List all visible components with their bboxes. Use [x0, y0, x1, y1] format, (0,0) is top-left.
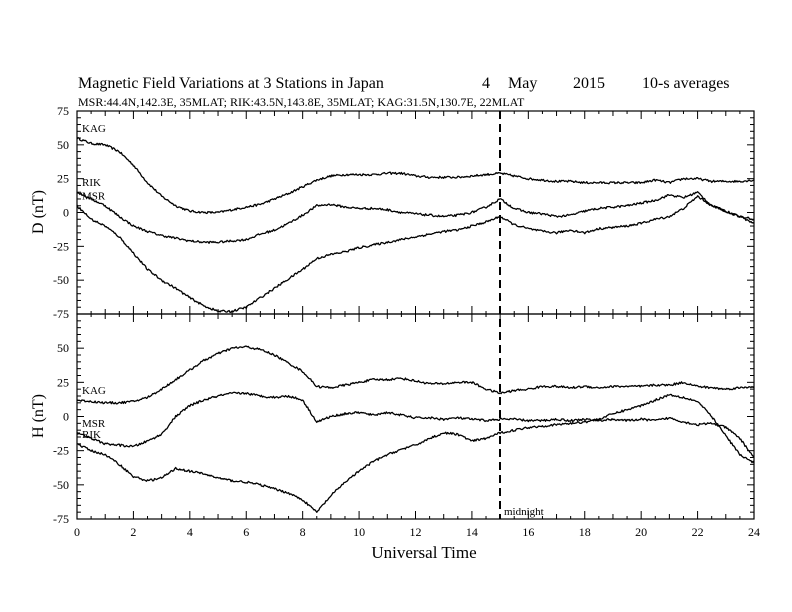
date-year: 2015 — [573, 75, 605, 92]
date-month: May — [508, 75, 537, 92]
series-label-kag: KAG — [82, 123, 106, 135]
series-line-kag — [76, 345, 755, 405]
panel-d-frame — [76, 110, 755, 315]
y-tick-label: -50 — [53, 273, 69, 287]
x-tick-label: 10 — [353, 525, 365, 539]
averaging-label: 10-s averages — [642, 75, 730, 92]
x-axis-label: Universal Time — [371, 543, 476, 562]
series-label-msr: MSR — [82, 191, 106, 203]
x-tick-label: 16 — [522, 525, 534, 539]
series-line-rik — [76, 393, 755, 513]
date-day: 4 — [482, 75, 490, 92]
y-tick-label: 0 — [63, 410, 69, 424]
y-tick-label: -25 — [53, 444, 69, 458]
x-tick-label: 20 — [635, 525, 647, 539]
x-tick-label: 4 — [187, 525, 193, 539]
panel-d-ylabel: D (nT) — [30, 190, 47, 234]
series-line-msr — [76, 391, 755, 458]
series-label-rik: RIK — [82, 177, 101, 189]
x-tick-label: 6 — [243, 525, 249, 539]
y-tick-label: -50 — [53, 478, 69, 492]
x-tick-label: 24 — [748, 525, 760, 539]
x-tick-label: 2 — [130, 525, 136, 539]
stations-line: MSR:44.4N,142.3E, 35MLAT; RIK:43.5N,143.… — [78, 95, 525, 109]
panel-h-ylabel: H (nT) — [30, 394, 47, 438]
x-tick-label: 22 — [692, 525, 704, 539]
series-line-rik — [76, 191, 755, 244]
x-tick-label: 14 — [466, 525, 478, 539]
y-tick-label: 25 — [57, 172, 69, 186]
series-line-kag — [76, 137, 755, 215]
y-tick-label: -25 — [53, 239, 69, 253]
y-tick-label: 50 — [57, 341, 69, 355]
series-label-rik: RIK — [82, 429, 101, 441]
y-tick-label: 75 — [57, 104, 69, 118]
y-tick-label: -75 — [53, 512, 69, 526]
x-tick-label: 8 — [300, 525, 306, 539]
y-tick-label: 0 — [63, 206, 69, 220]
series-label-msr: MSR — [82, 418, 106, 430]
chart-title: Magnetic Field Variations at 3 Stations … — [78, 75, 384, 92]
panel-h-frame — [76, 313, 755, 520]
midnight-label: midnight — [504, 506, 544, 518]
series-line-msr — [76, 195, 755, 314]
x-tick-label: 18 — [579, 525, 591, 539]
x-tick-label: 12 — [410, 525, 422, 539]
y-tick-label: -75 — [53, 307, 69, 321]
series-label-kag: KAG — [82, 385, 106, 397]
x-tick-label: 0 — [74, 525, 80, 539]
y-tick-label: 25 — [57, 375, 69, 389]
y-tick-label: 50 — [57, 138, 69, 152]
